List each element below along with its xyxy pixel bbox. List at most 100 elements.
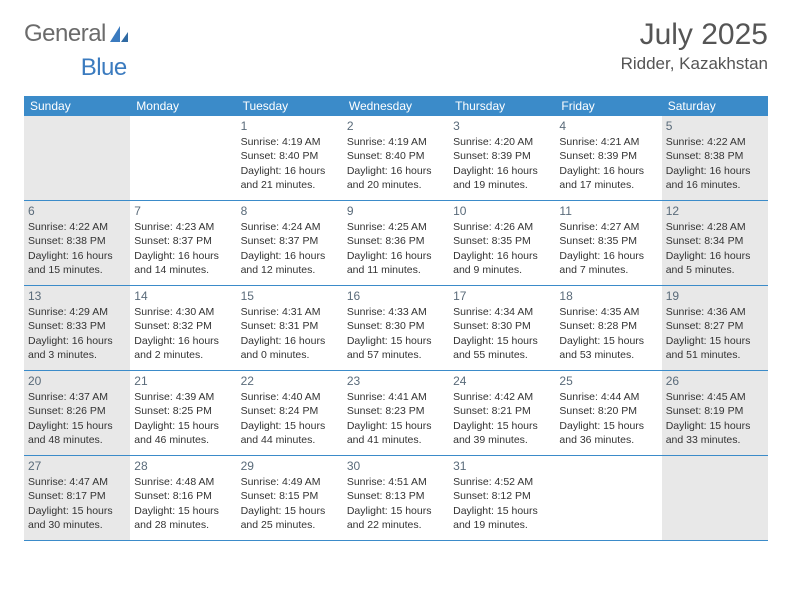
daylight-line-2: and 12 minutes. xyxy=(241,263,339,277)
daylight-line-1: Daylight: 16 hours xyxy=(559,249,657,263)
daylight-line-1: Daylight: 16 hours xyxy=(347,164,445,178)
day-cell: 4Sunrise: 4:21 AMSunset: 8:39 PMDaylight… xyxy=(555,116,661,200)
day-number: 3 xyxy=(453,118,551,134)
day-cell: 14Sunrise: 4:30 AMSunset: 8:32 PMDayligh… xyxy=(130,286,236,370)
month-title: July 2025 xyxy=(621,20,768,50)
day-cell: 28Sunrise: 4:48 AMSunset: 8:16 PMDayligh… xyxy=(130,456,236,540)
day-number: 30 xyxy=(347,458,445,474)
sunset-line: Sunset: 8:33 PM xyxy=(28,319,126,333)
day-cell: 31Sunrise: 4:52 AMSunset: 8:12 PMDayligh… xyxy=(449,456,555,540)
sunset-line: Sunset: 8:38 PM xyxy=(28,234,126,248)
day-number: 5 xyxy=(666,118,764,134)
day-cell: 8Sunrise: 4:24 AMSunset: 8:37 PMDaylight… xyxy=(237,201,343,285)
weekday-monday: Monday xyxy=(130,96,236,116)
daylight-line-1: Daylight: 16 hours xyxy=(241,334,339,348)
day-number: 18 xyxy=(559,288,657,304)
day-cell: 22Sunrise: 4:40 AMSunset: 8:24 PMDayligh… xyxy=(237,371,343,455)
location: Ridder, Kazakhstan xyxy=(621,54,768,74)
day-cell: 13Sunrise: 4:29 AMSunset: 8:33 PMDayligh… xyxy=(24,286,130,370)
daylight-line-1: Daylight: 16 hours xyxy=(559,164,657,178)
sunset-line: Sunset: 8:23 PM xyxy=(347,404,445,418)
day-cell: 17Sunrise: 4:34 AMSunset: 8:30 PMDayligh… xyxy=(449,286,555,370)
day-cell: 9Sunrise: 4:25 AMSunset: 8:36 PMDaylight… xyxy=(343,201,449,285)
daylight-line-2: and 44 minutes. xyxy=(241,433,339,447)
day-cell: 11Sunrise: 4:27 AMSunset: 8:35 PMDayligh… xyxy=(555,201,661,285)
day-number: 21 xyxy=(134,373,232,389)
day-number: 28 xyxy=(134,458,232,474)
sunrise-line: Sunrise: 4:52 AM xyxy=(453,475,551,489)
daylight-line-1: Daylight: 16 hours xyxy=(241,164,339,178)
sunrise-line: Sunrise: 4:48 AM xyxy=(134,475,232,489)
daylight-line-2: and 53 minutes. xyxy=(559,348,657,362)
sunset-line: Sunset: 8:37 PM xyxy=(241,234,339,248)
daylight-line-1: Daylight: 15 hours xyxy=(241,504,339,518)
daylight-line-1: Daylight: 15 hours xyxy=(347,419,445,433)
daylight-line-1: Daylight: 16 hours xyxy=(666,164,764,178)
daylight-line-1: Daylight: 16 hours xyxy=(134,334,232,348)
sunset-line: Sunset: 8:40 PM xyxy=(347,149,445,163)
sunrise-line: Sunrise: 4:24 AM xyxy=(241,220,339,234)
sunset-line: Sunset: 8:25 PM xyxy=(134,404,232,418)
sunset-line: Sunset: 8:40 PM xyxy=(241,149,339,163)
sunset-line: Sunset: 8:27 PM xyxy=(666,319,764,333)
sunset-line: Sunset: 8:32 PM xyxy=(134,319,232,333)
daylight-line-1: Daylight: 16 hours xyxy=(666,249,764,263)
daylight-line-2: and 55 minutes. xyxy=(453,348,551,362)
title-block: July 2025 Ridder, Kazakhstan xyxy=(621,20,768,74)
day-cell: 12Sunrise: 4:28 AMSunset: 8:34 PMDayligh… xyxy=(662,201,768,285)
daylight-line-1: Daylight: 15 hours xyxy=(241,419,339,433)
day-number: 22 xyxy=(241,373,339,389)
logo-sail-icon xyxy=(108,24,130,44)
daylight-line-1: Daylight: 15 hours xyxy=(453,334,551,348)
sunset-line: Sunset: 8:26 PM xyxy=(28,404,126,418)
daylight-line-1: Daylight: 16 hours xyxy=(347,249,445,263)
day-number: 24 xyxy=(453,373,551,389)
daylight-line-2: and 20 minutes. xyxy=(347,178,445,192)
daylight-line-2: and 14 minutes. xyxy=(134,263,232,277)
day-number: 7 xyxy=(134,203,232,219)
daylight-line-2: and 33 minutes. xyxy=(666,433,764,447)
day-cell: 21Sunrise: 4:39 AMSunset: 8:25 PMDayligh… xyxy=(130,371,236,455)
sunset-line: Sunset: 8:28 PM xyxy=(559,319,657,333)
daylight-line-1: Daylight: 16 hours xyxy=(28,334,126,348)
daylight-line-1: Daylight: 16 hours xyxy=(134,249,232,263)
sunrise-line: Sunrise: 4:27 AM xyxy=(559,220,657,234)
sunrise-line: Sunrise: 4:42 AM xyxy=(453,390,551,404)
day-cell: 15Sunrise: 4:31 AMSunset: 8:31 PMDayligh… xyxy=(237,286,343,370)
daylight-line-2: and 0 minutes. xyxy=(241,348,339,362)
day-cell: 3Sunrise: 4:20 AMSunset: 8:39 PMDaylight… xyxy=(449,116,555,200)
daylight-line-1: Daylight: 15 hours xyxy=(559,334,657,348)
sunrise-line: Sunrise: 4:44 AM xyxy=(559,390,657,404)
day-number: 1 xyxy=(241,118,339,134)
day-number: 31 xyxy=(453,458,551,474)
day-cell: 6Sunrise: 4:22 AMSunset: 8:38 PMDaylight… xyxy=(24,201,130,285)
day-number: 9 xyxy=(347,203,445,219)
sunrise-line: Sunrise: 4:36 AM xyxy=(666,305,764,319)
day-number: 23 xyxy=(347,373,445,389)
day-cell: 23Sunrise: 4:41 AMSunset: 8:23 PMDayligh… xyxy=(343,371,449,455)
day-cell-empty xyxy=(555,456,661,540)
daylight-line-1: Daylight: 15 hours xyxy=(453,504,551,518)
daylight-line-2: and 30 minutes. xyxy=(28,518,126,532)
daylight-line-2: and 48 minutes. xyxy=(28,433,126,447)
day-cell: 19Sunrise: 4:36 AMSunset: 8:27 PMDayligh… xyxy=(662,286,768,370)
daylight-line-2: and 51 minutes. xyxy=(666,348,764,362)
daylight-line-1: Daylight: 15 hours xyxy=(134,504,232,518)
week-row: 1Sunrise: 4:19 AMSunset: 8:40 PMDaylight… xyxy=(24,116,768,201)
daylight-line-2: and 17 minutes. xyxy=(559,178,657,192)
weekday-tuesday: Tuesday xyxy=(237,96,343,116)
sunset-line: Sunset: 8:31 PM xyxy=(241,319,339,333)
logo: General xyxy=(24,20,132,48)
sunrise-line: Sunrise: 4:30 AM xyxy=(134,305,232,319)
sunrise-line: Sunrise: 4:41 AM xyxy=(347,390,445,404)
daylight-line-2: and 11 minutes. xyxy=(347,263,445,277)
day-cell: 10Sunrise: 4:26 AMSunset: 8:35 PMDayligh… xyxy=(449,201,555,285)
sunset-line: Sunset: 8:20 PM xyxy=(559,404,657,418)
day-number: 11 xyxy=(559,203,657,219)
sunrise-line: Sunrise: 4:22 AM xyxy=(28,220,126,234)
sunrise-line: Sunrise: 4:49 AM xyxy=(241,475,339,489)
sunset-line: Sunset: 8:39 PM xyxy=(559,149,657,163)
daylight-line-2: and 19 minutes. xyxy=(453,518,551,532)
day-number: 2 xyxy=(347,118,445,134)
daylight-line-1: Daylight: 15 hours xyxy=(666,334,764,348)
